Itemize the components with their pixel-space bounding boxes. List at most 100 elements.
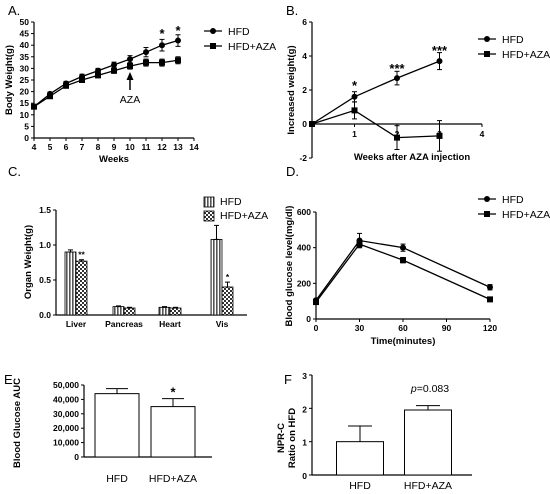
panel-e-category-label: HFD (106, 473, 128, 485)
panel-c-star-liver: ** (78, 250, 85, 260)
panel-f-bar-1 (336, 441, 384, 476)
panel-e-ytick-label: 10,000 (53, 438, 79, 448)
panel-a-ytick-label: 45 (20, 29, 30, 39)
panel-e-star: * (170, 385, 176, 400)
panel-e-bar-2 (150, 406, 196, 458)
panel-a-point (111, 61, 117, 68)
panel-c-ytick-label: 0.5 (39, 275, 51, 285)
panel-a-aza-label: AZA (120, 94, 140, 106)
panel-e-bar-1 (94, 393, 140, 458)
panel-f-category-label: HFD (349, 480, 371, 492)
panel-b-point (309, 121, 315, 127)
panel-b-star-1: * (352, 78, 358, 93)
panel-b-legend-aza-marker (484, 51, 490, 57)
panel-d-xtick-label: 30 (355, 323, 365, 333)
panel-d-point (487, 284, 493, 291)
panel-a-xlabel: Weeks (99, 154, 129, 165)
panel-a-point (127, 63, 133, 70)
panel-a-ylabel: Body Weight(g) (4, 45, 15, 115)
panel-a-point (47, 93, 53, 100)
panel-b-ytick-label: -2 (299, 153, 307, 163)
panel-e-ytick-label: 20,000 (53, 423, 79, 433)
panel-e-label: E. (4, 372, 16, 387)
panel-d-ytick-label: 0 (306, 314, 311, 324)
panel-a-label: A. (8, 3, 20, 18)
panel-a-xtick-label: 6 (64, 142, 69, 152)
panel-e-category-label: HFD+AZA (149, 473, 197, 485)
panel-d-series-line-1 (315, 239, 491, 301)
panel-d-label: D. (286, 164, 299, 179)
panel-a-ytick-label: 0 (24, 133, 29, 143)
panel-a-legend-hfd-text: HFD (228, 26, 250, 38)
panel-b-xtick-label: 1 (352, 129, 357, 139)
panel-a-ytick-label: 40 (20, 40, 30, 50)
panel-d-point (313, 299, 319, 306)
panel-b-ytick-label: 6 (302, 17, 307, 27)
panel-a-ytick-label: 35 (20, 52, 30, 62)
panel-d-xtick-label: 120 (483, 323, 497, 333)
panel-d-legend-hfd-marker (484, 196, 490, 202)
panel-a-ytick-label: 25 (20, 75, 30, 85)
panel-a-xtick-label: 10 (125, 142, 135, 152)
panel-c-ytick-label: 1.5 (39, 205, 51, 215)
panel-a-xtick-label: 11 (142, 142, 151, 152)
panel-e-ytick-label: 0 (74, 452, 79, 462)
panel-d-xtick-label: 60 (398, 323, 408, 333)
panel-f-ytick-label: 2 (302, 404, 307, 414)
panel-b-point (436, 58, 443, 65)
panel-a-point (127, 56, 133, 63)
panel-d-legend-aza-marker (484, 211, 490, 217)
panel-f-bar-2 (404, 409, 452, 476)
panel-c-star-vis: * (226, 272, 230, 282)
panel-b-point (436, 132, 443, 139)
panel-b-point (394, 75, 400, 82)
panel-a-point (95, 67, 101, 74)
panel-c-bar-pancreas-2 (123, 307, 136, 316)
panel-a-point (175, 57, 181, 64)
panel-b-legend-hfd-marker (484, 36, 490, 42)
panel-a-ytick-label: 15 (20, 98, 30, 108)
panel-a-legend-hfd-marker (210, 28, 216, 34)
panel-a-star-2: * (175, 23, 181, 38)
panel-c-bar-vis-1 (210, 238, 223, 316)
panel-c-ytick-label: 1.0 (39, 240, 51, 250)
panel-a-xtick-label: 9 (112, 142, 117, 152)
panel-f-category-label: HFD+AZA (404, 480, 452, 492)
panel-d-xlabel: Time(minutes) (371, 336, 436, 347)
panel-c-bar-vis-2 (221, 286, 234, 316)
panel-b-legend-aza-text: HFD+AZA (502, 49, 550, 61)
panel-b-point (351, 107, 358, 114)
panel-f-ytick-label: 3 (302, 371, 307, 381)
panel-a-point (159, 59, 165, 66)
panel-a-ytick-label: 30 (20, 63, 30, 73)
panel-b-label: B. (286, 3, 298, 18)
panel-c-legend-aza: HFD+AZA (220, 210, 268, 222)
panel-b-xtick-label: 4 (480, 129, 485, 139)
panel-c-bar-liver-2 (75, 260, 88, 316)
panel-a-xtick-label: 14 (189, 142, 199, 152)
panel-f-ylabel-line-1: NPR-C (276, 423, 287, 453)
panel-a-point (159, 42, 165, 49)
panel-b-legend-hfd-text: HFD (502, 34, 524, 46)
panel-a-xtick-label: 13 (173, 142, 183, 152)
panel-b-ytick-label: 2 (302, 85, 307, 95)
panel-a-ytick-label: 20 (20, 87, 30, 97)
panel-a-series-line-2 (33, 59, 179, 108)
panel-d-ytick-label: 400 (297, 243, 311, 253)
panel-a-legend-aza-marker (210, 43, 216, 49)
panel-a-xtick-label: 5 (48, 142, 53, 152)
panel-a-xtick-label: 4 (32, 142, 37, 152)
panel-c-legend-swatch-hfd (203, 196, 215, 208)
panel-d-xtick-label: 0 (314, 323, 319, 333)
panel-d-ytick-label: 200 (297, 278, 311, 288)
panel-a-point (31, 103, 37, 110)
panel-d-series-line-2 (315, 243, 491, 303)
panel-d-ytick-label: 600 (297, 207, 311, 217)
panel-d-point (356, 241, 363, 248)
panel-a-xtick-label: 12 (157, 142, 167, 152)
panel-a-point (111, 67, 117, 74)
panel-d-legend-aza-text: HFD+AZA (502, 209, 550, 221)
panel-a-ytick-label: 50 (20, 17, 30, 27)
panel-f-ytick-label: 1 (302, 438, 307, 448)
